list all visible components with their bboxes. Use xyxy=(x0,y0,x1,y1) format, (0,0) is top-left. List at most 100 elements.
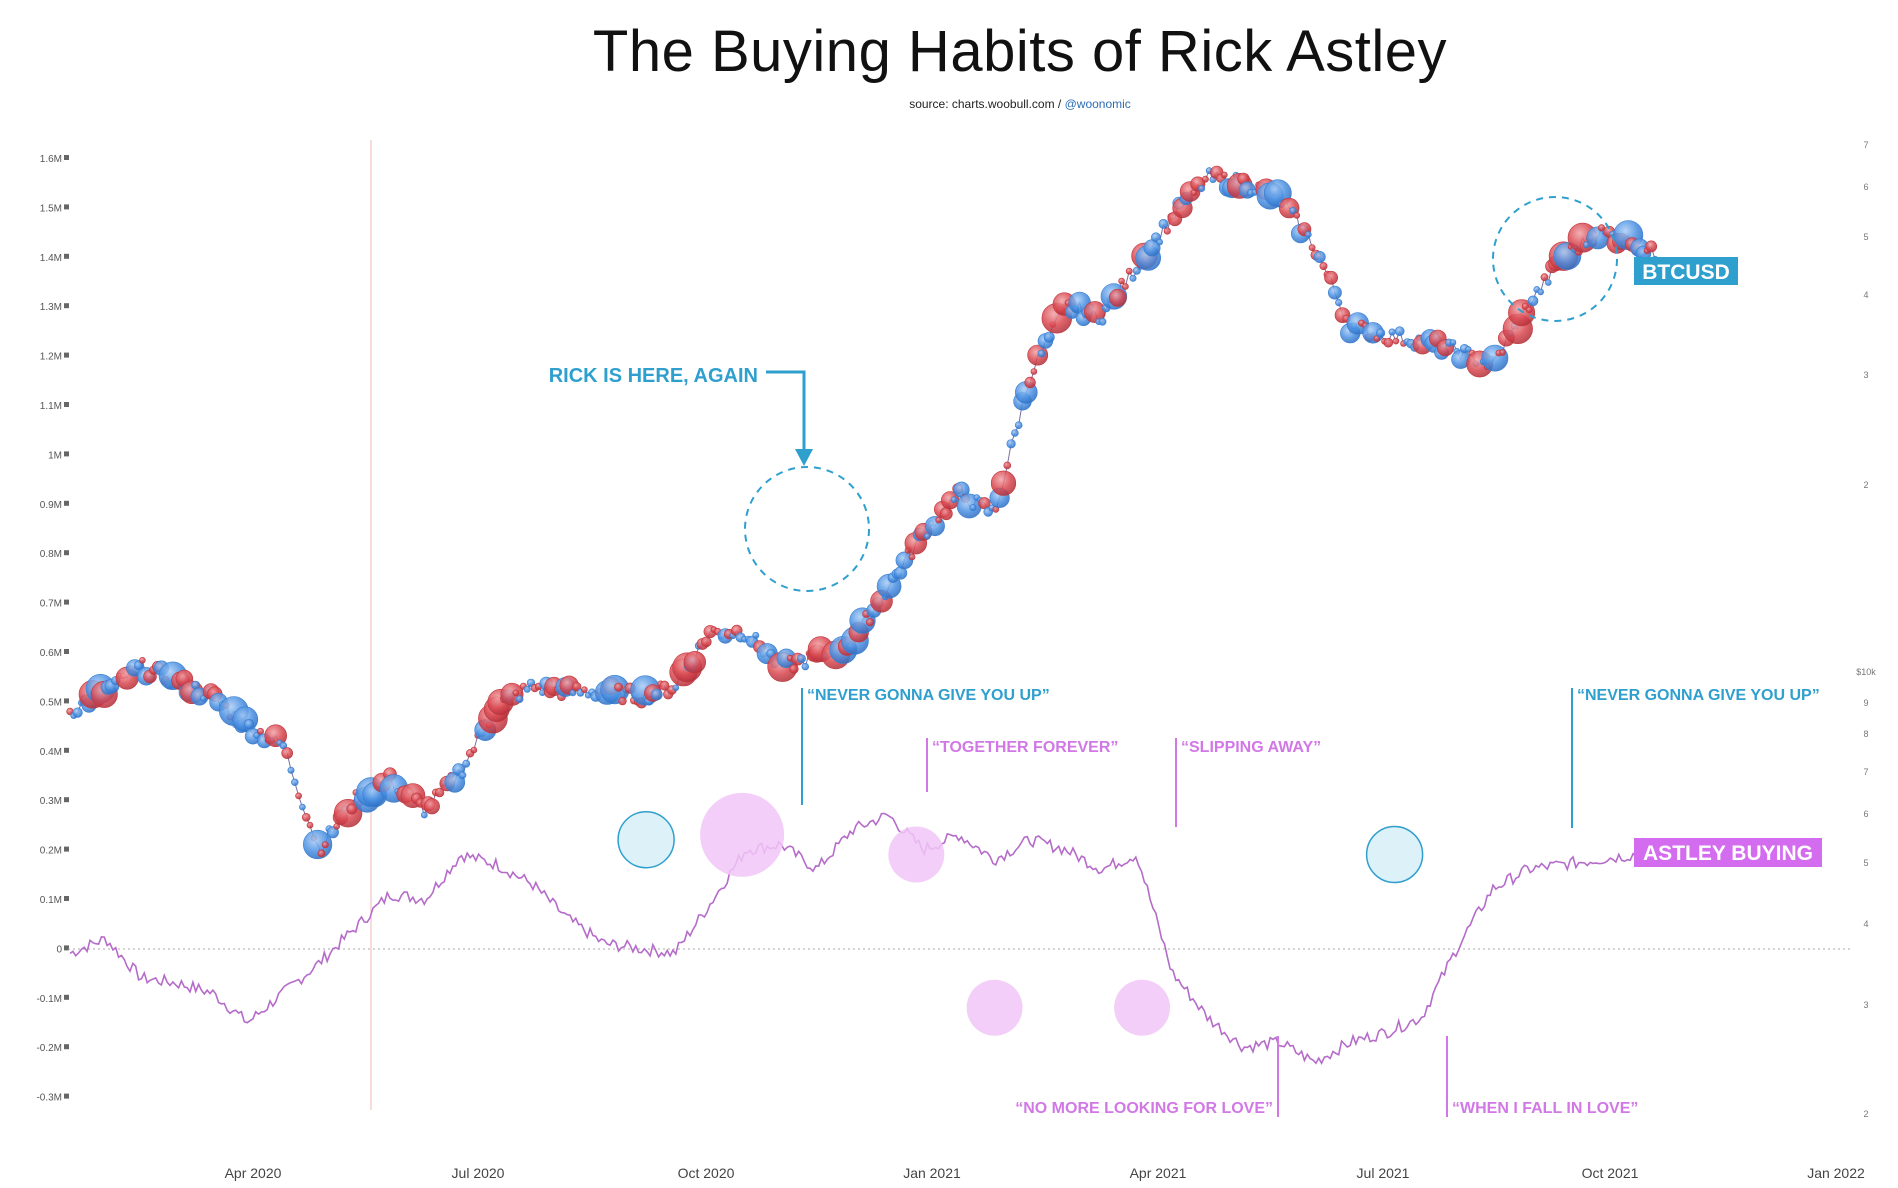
btc-buy-bubble xyxy=(950,496,958,504)
btc-buy-bubble xyxy=(232,706,259,733)
btcusd-badge: BTCUSD xyxy=(1634,257,1738,285)
btcusd-badge-bg xyxy=(1634,257,1738,285)
y-left-tick-mark xyxy=(64,698,69,704)
btc-sell-bubble xyxy=(139,656,146,664)
btc-sell-bubble xyxy=(700,636,712,648)
y-left-tick-label: 0 xyxy=(56,944,62,955)
btc-buy-bubble xyxy=(895,551,914,570)
btc-sell-bubble xyxy=(1645,240,1658,253)
btc-sell-bubble xyxy=(1024,376,1036,389)
btc-sell-bubble xyxy=(1030,368,1038,375)
btc-buy-bubble xyxy=(1014,421,1023,430)
btc-sell-bubble xyxy=(1003,461,1012,470)
song-highlight-circle xyxy=(888,826,945,883)
y-left-tick-label: 0.7M xyxy=(40,599,62,610)
btc-buy-bubble xyxy=(291,778,299,786)
chart-title: The Buying Habits of Rick Astley xyxy=(592,19,1448,84)
y-right-tick-label: 4 xyxy=(1863,290,1868,300)
y-left-tick-label: 0.3M xyxy=(40,796,62,807)
btc-sell-bubble xyxy=(1499,349,1506,356)
y-left-tick-mark xyxy=(64,550,69,556)
btc-buy-bubble xyxy=(1158,218,1169,229)
btc-buy-bubble xyxy=(458,771,467,780)
btc-sell-bubble xyxy=(281,747,294,759)
astley-buying-series xyxy=(69,812,1671,1065)
btc-buy-bubble xyxy=(752,631,760,639)
btc-sell-bubble xyxy=(865,618,875,627)
btc-sell-bubble xyxy=(1122,283,1129,290)
song-annotations: “NEVER GONNA GIVE YOU UP” “TOGETHER FORE… xyxy=(801,687,1820,1117)
btc-buy-bubble xyxy=(1156,238,1163,246)
astley-badge-bg xyxy=(1634,838,1822,867)
btc-sell-bubble xyxy=(1383,337,1394,348)
btc-sell-bubble xyxy=(683,650,706,674)
rick-here-label: RICK IS HERE, AGAIN xyxy=(549,365,758,387)
x-tick-label: Apr 2020 xyxy=(225,1165,282,1181)
y-left-tick-mark xyxy=(64,896,69,901)
source-prefix: source: charts.woobull.com / xyxy=(909,97,1065,111)
song-slipping-label: “SLIPPING AWAY” xyxy=(1181,739,1321,756)
btc-buy-bubble xyxy=(287,766,295,774)
y-left-tick-mark xyxy=(64,994,69,1000)
x-tick-label: Apr 2021 xyxy=(1130,1165,1187,1181)
btc-buy-bubble xyxy=(1537,288,1544,296)
btc-buy-bubble xyxy=(462,759,471,768)
y-right-tick-label: 3 xyxy=(1863,370,1868,380)
y-right-tick-label: $10k xyxy=(1856,667,1876,677)
astley-buying-line xyxy=(69,812,1671,1065)
btc-sell-bubble xyxy=(1202,175,1209,183)
btc-buy-bubble xyxy=(1313,251,1326,264)
btc-recent-dashed-circle xyxy=(1492,196,1618,322)
btc-buy-bubble xyxy=(243,718,255,730)
btc-buy-bubble xyxy=(420,811,428,819)
btc-sell-bubble xyxy=(512,689,520,697)
btc-buy-bubble xyxy=(1388,328,1396,336)
btc-sell-bubble xyxy=(990,470,1017,496)
y-right-tick-label: 3 xyxy=(1863,1000,1868,1010)
btc-sell-bubble xyxy=(935,516,943,524)
btc-sell-bubble xyxy=(618,696,627,706)
y-left-tick-mark xyxy=(64,1093,69,1099)
y-right-tick-label: 2 xyxy=(1863,1109,1868,1119)
btc-buy-bubble xyxy=(969,504,977,512)
song-highlight-circle xyxy=(966,979,1023,1036)
highlight-circles xyxy=(617,792,1424,1036)
y-left-tick-mark xyxy=(64,155,69,160)
song-highlight-circle xyxy=(1365,825,1424,884)
rick-dashed-circle xyxy=(744,466,870,592)
btc-sell-bubble xyxy=(423,798,440,815)
btc-buy-bubble xyxy=(650,688,663,701)
y-right-tick-label: 5 xyxy=(1863,232,1868,242)
source-handle[interactable]: @woonomic xyxy=(1064,97,1131,111)
y-left-tick-label: 0.6M xyxy=(40,648,62,659)
btc-sell-bubble xyxy=(256,727,264,735)
x-tick-label: Jul 2020 xyxy=(452,1165,505,1181)
y-right-tick-label: 8 xyxy=(1863,729,1868,739)
btc-buy-bubble xyxy=(1375,328,1386,338)
btc-buy-bubble xyxy=(1449,339,1457,346)
x-tick-label: Oct 2020 xyxy=(678,1165,735,1181)
btc-buy-bubble xyxy=(1011,429,1019,437)
y-right-tick-label: 9 xyxy=(1863,698,1868,708)
y-left-tick-label: -0.2M xyxy=(36,1043,62,1054)
song-together-label: “TOGETHER FOREVER” xyxy=(932,739,1118,756)
btc-buy-bubble xyxy=(299,803,306,811)
y-right-tick-label: 7 xyxy=(1863,140,1868,150)
y-left-tick-label: 0.1M xyxy=(40,895,62,906)
btc-sell-bubble xyxy=(1163,227,1171,235)
y-left-tick-mark xyxy=(64,303,69,309)
btc-sell-bubble xyxy=(434,787,445,798)
btc-buy-bubble xyxy=(1289,207,1297,215)
x-tick-label: Oct 2021 xyxy=(1582,1165,1639,1181)
btc-buy-bubble xyxy=(200,695,207,702)
y-left-tick-label: 1.1M xyxy=(40,401,62,412)
btc-buy-bubble xyxy=(1527,295,1539,307)
song-highlight-circle xyxy=(700,792,785,877)
y-left-tick-label: 1.5M xyxy=(40,203,62,214)
btc-buy-bubble xyxy=(923,532,931,540)
y-right-tick-label: 6 xyxy=(1863,182,1868,192)
y-left-tick-label: -0.3M xyxy=(36,1093,62,1104)
y-left-tick-mark xyxy=(64,599,69,605)
y-left-tick-mark xyxy=(64,1044,69,1050)
btc-sell-bubble xyxy=(301,812,311,822)
